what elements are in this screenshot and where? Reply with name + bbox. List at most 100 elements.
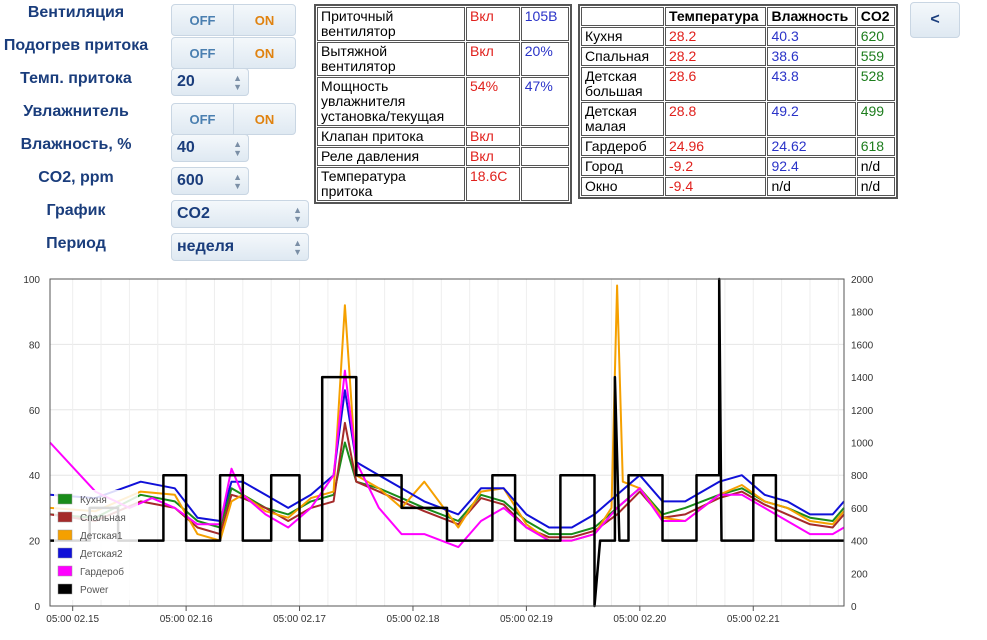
period-label: Период (46, 235, 106, 252)
sensor-room: Спальная (581, 47, 664, 66)
sensor-co2: 528 (856, 67, 895, 101)
x-tick-label: 05:00 02.21 (727, 614, 780, 625)
legend-swatch (57, 583, 73, 595)
heating-on-button[interactable]: ON (254, 45, 275, 61)
humidity-label: Влажность, % (20, 136, 132, 153)
sensor-room: Кухня (581, 27, 664, 46)
status-state: Вкл (466, 7, 520, 41)
status-state: 54% (466, 77, 520, 126)
series-line-5 (50, 277, 844, 608)
period-select[interactable]: неделя ▲ ▼ (171, 233, 309, 261)
sensor-hum: 40.3 (767, 27, 856, 46)
humidifier-label: Увлажнитель (23, 103, 129, 120)
heating-label: Подогрев притока (3, 37, 149, 54)
status-state: 18.6C (466, 167, 520, 201)
y-tick-label: 100 (23, 275, 40, 286)
status-value: 47% (520, 77, 569, 126)
supply-temp-label: Темп. притока (20, 70, 132, 87)
ventilation-toggle[interactable]: OFF ON (171, 4, 296, 36)
sensor-row: Город -9.2 92.4 n/d (581, 157, 895, 176)
sensor-temp: 24.96 (665, 137, 767, 156)
legend-swatch (57, 529, 73, 541)
chart-select-label: График (46, 202, 106, 219)
humidifier-on-button[interactable]: ON (254, 111, 275, 127)
humidity-select[interactable]: 40 ▲ ▼ (171, 134, 249, 162)
chevron-updown-icon: ▲ ▼ (233, 172, 242, 191)
chart-select-value: CO2 (177, 205, 210, 222)
sensor-room: Детская большая (581, 67, 664, 101)
series-line-4 (49, 369, 845, 549)
status-row: Вытяжной вентилятор Вкл 20% (317, 42, 569, 76)
y2-tick-label: 600 (851, 504, 868, 515)
sensor-room: Детская малая (581, 102, 664, 136)
status-state: Вкл (466, 127, 520, 146)
status-row: Температура притока 18.6C (317, 167, 569, 201)
heating-toggle[interactable]: OFF ON (171, 37, 296, 69)
x-tick-label: 05:00 02.17 (273, 614, 326, 625)
status-name: Приточный вентилятор (317, 7, 465, 41)
y-tick-label: 60 (29, 406, 41, 417)
sensor-temp: -9.2 (665, 157, 767, 176)
sensor-header: CO2 (856, 7, 895, 26)
co2-select[interactable]: 600 ▲ ▼ (171, 167, 249, 195)
sensor-hum: 43.8 (767, 67, 856, 101)
co2-value: 600 (177, 172, 204, 189)
humidifier-off-button[interactable]: OFF (172, 104, 234, 134)
chart-select[interactable]: CO2 ▲ ▼ (171, 200, 309, 228)
back-button[interactable]: < (910, 2, 960, 38)
legend-swatch (57, 565, 73, 577)
sensor-header: Температура (665, 7, 767, 26)
status-state: Вкл (466, 147, 520, 166)
sensor-hum: 49.2 (767, 102, 856, 136)
status-table: Приточный вентилятор Вкл 105В Вытяжной вент… (314, 4, 572, 204)
sensor-hum: 24.62 (767, 137, 856, 156)
sensor-hum: n/d (767, 177, 856, 196)
status-value: 105В (520, 7, 569, 41)
status-row: Приточный вентилятор Вкл 105В (317, 7, 569, 41)
y-tick-label: 0 (34, 602, 40, 613)
sensor-header: Влажность (767, 7, 856, 26)
y-tick-label: 40 (29, 471, 41, 482)
sensor-header (581, 7, 664, 26)
sensor-row: Спальная 28.2 38.6 559 (581, 47, 895, 66)
sensor-room: Гардероб (581, 137, 664, 156)
ventilation-on-button[interactable]: ON (254, 12, 275, 28)
heating-off-button[interactable]: OFF (172, 38, 234, 68)
status-value (520, 167, 569, 201)
sensor-room: Окно (581, 177, 664, 196)
sensor-room: Город (581, 157, 664, 176)
y-tick-label: 20 (29, 537, 41, 548)
sensor-temp: 28.2 (665, 47, 767, 66)
sensor-co2: 620 (856, 27, 895, 46)
sensor-row: Окно -9.4 n/d n/d (581, 177, 895, 196)
supply-temp-select[interactable]: 20 ▲ ▼ (171, 68, 249, 96)
sensor-temp: 28.8 (665, 102, 767, 136)
humidifier-toggle[interactable]: OFF ON (171, 103, 296, 135)
y2-tick-label: 800 (851, 471, 868, 482)
status-row: Реле давления Вкл (317, 147, 569, 166)
y2-tick-label: 400 (851, 537, 868, 548)
sensor-co2: 618 (856, 137, 895, 156)
y2-tick-label: 1000 (851, 439, 874, 450)
legend-label: Спальная (80, 513, 126, 524)
status-name: Реле давления (317, 147, 465, 166)
sensor-table: Температура Влажность CO2 Кухня 28.2 40.3 620… (578, 4, 898, 199)
status-row: Клапан притока Вкл (317, 127, 569, 146)
legend-label: Детская2 (80, 549, 123, 560)
y2-tick-label: 0 (851, 602, 857, 613)
sensor-co2: 559 (856, 47, 895, 66)
period-value: неделя (177, 238, 235, 255)
legend-box (54, 490, 138, 600)
chevron-updown-icon: ▲ ▼ (293, 238, 302, 257)
ventilation-off-button[interactable]: OFF (172, 5, 234, 35)
y2-tick-label: 1400 (851, 373, 874, 384)
legend-swatch (57, 493, 73, 505)
sensor-row: Гардероб 24.96 24.62 618 (581, 137, 895, 156)
supply-temp-value: 20 (177, 73, 195, 90)
y-tick-label: 80 (29, 340, 41, 351)
y2-tick-label: 200 (851, 569, 868, 580)
series-line-0 (49, 441, 845, 536)
status-row: Мощность увлажнителя установка/текущая 54… (317, 77, 569, 126)
legend-swatch (57, 547, 73, 559)
status-name: Температура притока (317, 167, 465, 201)
